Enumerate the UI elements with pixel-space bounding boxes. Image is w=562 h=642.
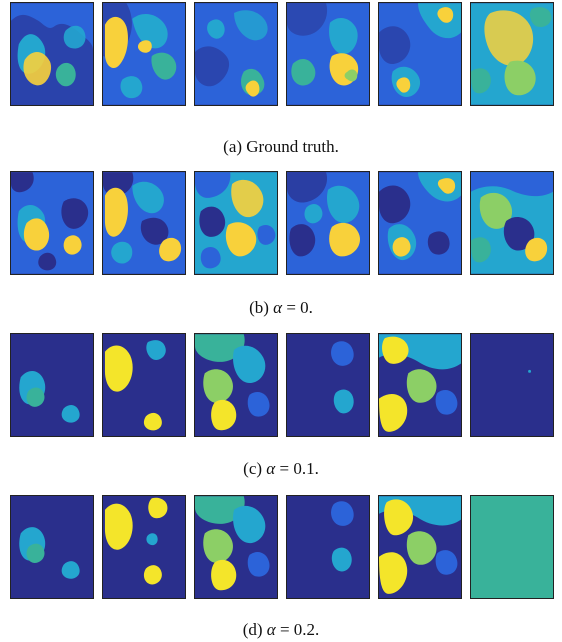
panel-c-tile-6 — [470, 333, 554, 437]
panel-d-tile-1 — [10, 495, 94, 599]
panel-c-caption: (c) α = 0.1. — [0, 459, 562, 479]
panel-d-tile-6-image — [471, 496, 553, 598]
panel-c-tile-2-image — [103, 334, 185, 436]
panel-a-tile-4 — [286, 2, 370, 106]
panel-c-value: 0.1. — [293, 459, 319, 478]
panel-c-alpha-symbol: α — [266, 459, 276, 478]
panel-a-tile-1-image — [11, 3, 93, 105]
panel-c-tile-1-image — [11, 334, 93, 436]
panel-b-tile-3 — [194, 171, 278, 275]
panel-d-row — [0, 495, 562, 605]
panel-c-tile-5 — [378, 333, 462, 437]
panel-c-tile-4 — [286, 333, 370, 437]
panel-d-tile-4-image — [287, 496, 369, 598]
panel-d-caption-prefix: (d) — [242, 620, 263, 639]
panel-c-tile-4-image — [287, 334, 369, 436]
panel-a-tile-3-image — [195, 3, 277, 105]
panel-b-tile-6 — [470, 171, 554, 275]
panel-b-tile-5-image — [379, 172, 461, 274]
panel-b-tile-6-image — [471, 172, 553, 274]
panel-b-caption: (b) α = 0. — [0, 298, 562, 318]
panel-b-value: 0. — [300, 298, 313, 317]
panel-d-caption: (d) α = 0.2. — [0, 620, 562, 640]
panel-a-caption-text: (a) Ground truth. — [223, 137, 339, 156]
panel-b-tile-1-image — [11, 172, 93, 274]
panel-c-caption-prefix: (c) — [243, 459, 263, 478]
panel-d-tile-6 — [470, 495, 554, 599]
panel-d-tile-2-image — [103, 496, 185, 598]
panel-d-equals: = — [279, 620, 290, 639]
panel-b-tile-2 — [102, 171, 186, 275]
panel-d-tile-3-image — [195, 496, 277, 598]
panel-a-caption: (a) Ground truth. — [0, 137, 562, 157]
panel-b-tile-2-image — [103, 172, 185, 274]
panel-c-row — [0, 333, 562, 443]
panel-b-tile-1 — [10, 171, 94, 275]
panel-b-row — [0, 171, 562, 281]
panel-d-tile-5-image — [379, 496, 461, 598]
panel-a-tile-2-image — [103, 3, 185, 105]
panel-b-tile-3-image — [195, 172, 277, 274]
panel-c-tile-5-image — [379, 334, 461, 436]
panel-b-tile-5 — [378, 171, 462, 275]
panel-a-tile-1 — [10, 2, 94, 106]
panel-a-tile-4-image — [287, 3, 369, 105]
panel-a-tile-2 — [102, 2, 186, 106]
panel-a-tile-5 — [378, 2, 462, 106]
panel-c-tile-6-image — [471, 334, 553, 436]
panel-b-tile-4 — [286, 171, 370, 275]
panel-c-tile-1 — [10, 333, 94, 437]
panel-d-tile-2 — [102, 495, 186, 599]
panel-c-tile-3 — [194, 333, 278, 437]
panel-a-tile-3 — [194, 2, 278, 106]
panel-c-tile-2 — [102, 333, 186, 437]
panel-a-tile-6 — [470, 2, 554, 106]
panel-b-caption-prefix: (b) — [249, 298, 269, 317]
panel-d-value: 0.2. — [293, 620, 320, 639]
panel-c-equals: = — [279, 459, 290, 478]
panel-a-row — [0, 2, 562, 112]
panel-d-tile-1-image — [11, 496, 93, 598]
panel-d-tile-3 — [194, 495, 278, 599]
panel-b-alpha-symbol: α — [273, 298, 283, 317]
panel-b-equals: = — [286, 298, 296, 317]
panel-c-tile-3-image — [195, 334, 277, 436]
panel-d-tile-4 — [286, 495, 370, 599]
panel-a-tile-5-image — [379, 3, 461, 105]
panel-b-tile-4-image — [287, 172, 369, 274]
panel-d-alpha-symbol: α — [266, 620, 276, 639]
panel-a-tile-6-image — [471, 3, 553, 105]
panel-d-tile-5 — [378, 495, 462, 599]
